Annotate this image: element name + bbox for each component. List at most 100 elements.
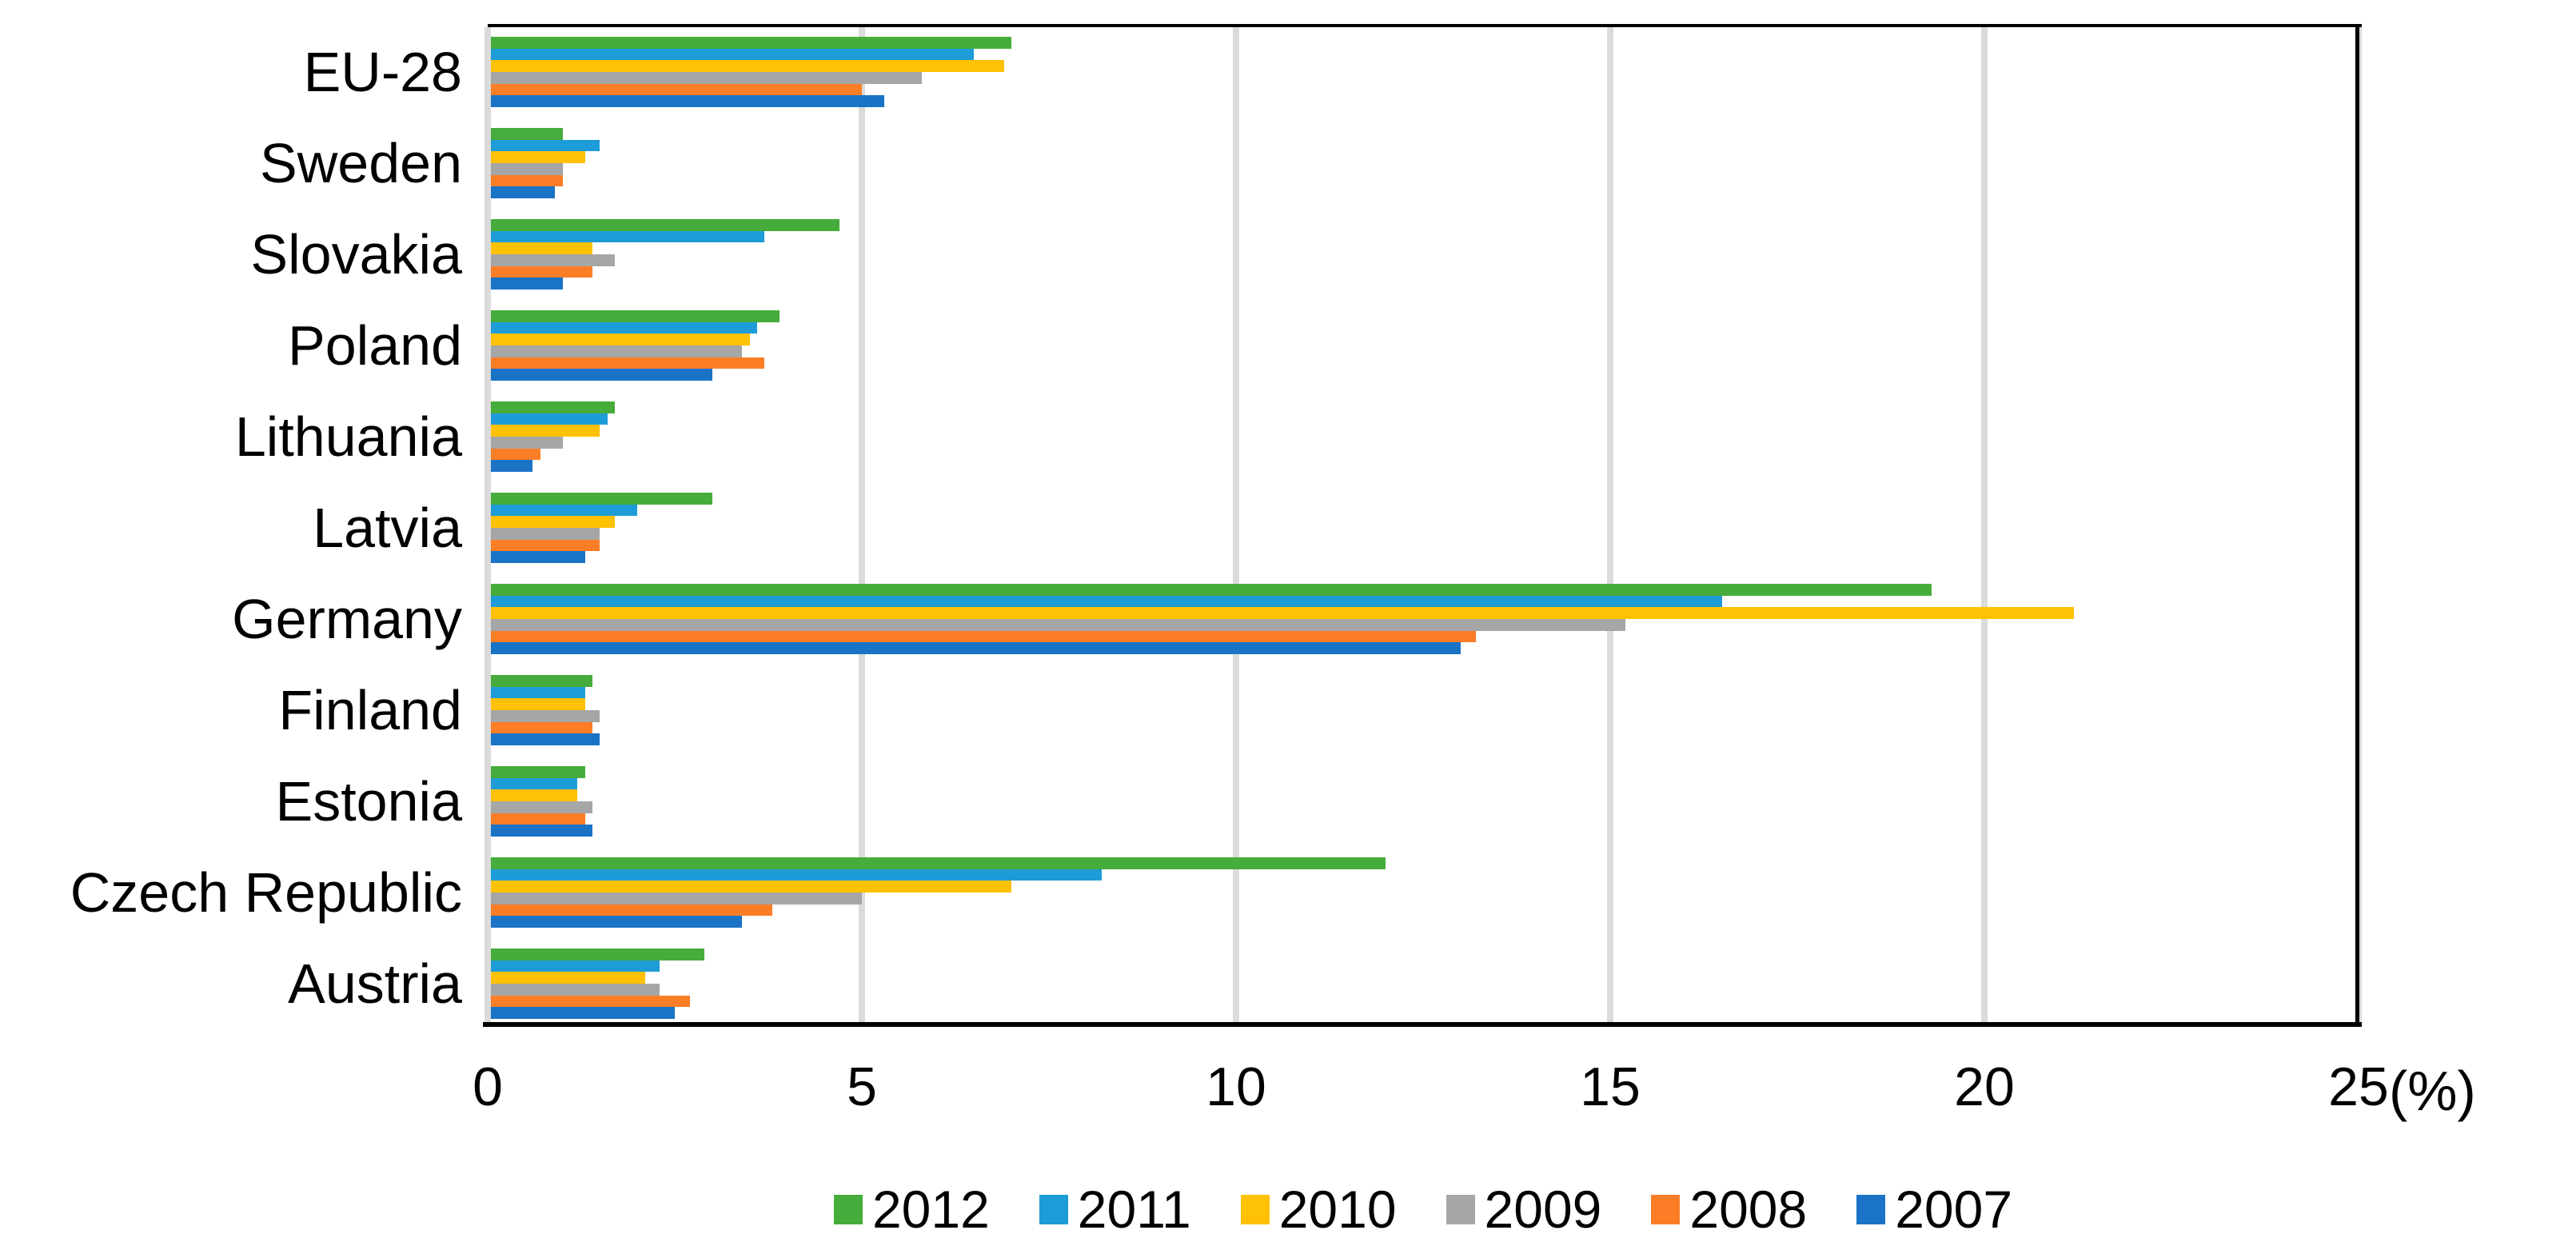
bar-estonia-2008	[491, 813, 585, 825]
bar-estonia-2010	[491, 789, 578, 802]
legend-item-2007: 2007	[1856, 1179, 2012, 1240]
bar-slovakia-2010	[491, 242, 593, 255]
legend-label-2010: 2010	[1278, 1180, 1397, 1239]
bar-slovakia-2008	[491, 266, 593, 278]
bar-eu-28-2007	[491, 95, 885, 108]
bar-czech-republic-2008	[491, 904, 772, 917]
x-tick-label-15: 15	[1580, 1056, 1641, 1117]
bar-eu-28-2012	[491, 37, 1012, 49]
x-axis-line	[483, 1022, 2362, 1027]
x-tick-label-0: 0	[473, 1056, 503, 1117]
bar-germany-2008	[491, 630, 1476, 643]
category-label-eu-28: EU-28	[303, 41, 462, 103]
bar-finland-2010	[491, 698, 585, 711]
bar-sweden-2007	[491, 186, 556, 199]
bar-lithuania-2010	[491, 425, 600, 437]
category-label-czech-republic: Czech Republic	[70, 861, 462, 924]
bar-estonia-2007	[491, 825, 593, 837]
x-tick-label-5: 5	[847, 1056, 877, 1117]
category-label-poland: Poland	[288, 314, 462, 377]
bar-czech-republic-2009	[491, 893, 862, 905]
bar-estonia-2011	[491, 777, 578, 790]
legend-swatch-2007	[1856, 1194, 1886, 1224]
legend-item-2009: 2009	[1446, 1179, 1602, 1240]
bar-austria-2012	[491, 948, 705, 960]
legend-label-2007: 2007	[1895, 1180, 2013, 1239]
bar-slovakia-2007	[491, 278, 563, 290]
plot-right-border	[2355, 27, 2359, 1024]
bar-czech-republic-2012	[491, 857, 1386, 869]
bar-austria-2007	[491, 1007, 675, 1020]
bar-slovakia-2012	[491, 219, 839, 231]
bar-sweden-2010	[491, 151, 585, 164]
legend: 2012 2011 2010 2009 2008 2007	[488, 1179, 2359, 1240]
bar-finland-2012	[491, 675, 593, 687]
bar-lithuania-2008	[491, 448, 540, 461]
bar-germany-2009	[491, 619, 1625, 631]
category-label-lithuania: Lithuania	[234, 405, 462, 468]
bar-eu-28-2008	[491, 83, 862, 96]
bar-finland-2008	[491, 721, 593, 734]
category-label-finland: Finland	[278, 679, 462, 741]
category-label-sweden: Sweden	[260, 132, 462, 194]
bar-estonia-2012	[491, 766, 585, 778]
bar-poland-2012	[491, 310, 780, 322]
bar-poland-2007	[491, 369, 712, 381]
bar-latvia-2009	[491, 528, 600, 540]
bar-germany-2007	[491, 642, 1461, 655]
bar-czech-republic-2007	[491, 916, 743, 929]
legend-swatch-2012	[833, 1194, 863, 1224]
legend-item-2012: 2012	[833, 1179, 990, 1240]
legend-swatch-2009	[1446, 1194, 1475, 1224]
bar-finland-2007	[491, 733, 600, 746]
legend-swatch-2010	[1240, 1194, 1270, 1224]
grid-line-5	[859, 27, 865, 1024]
bar-lithuania-2012	[491, 401, 616, 413]
category-label-slovakia: Slovakia	[250, 223, 462, 286]
bar-austria-2009	[491, 984, 660, 996]
legend-label-2012: 2012	[871, 1180, 990, 1239]
bar-czech-republic-2010	[491, 881, 1012, 893]
bar-austria-2011	[491, 960, 660, 972]
category-label-germany: Germany	[232, 588, 462, 650]
bar-eu-28-2010	[491, 60, 1004, 73]
bar-czech-republic-2011	[491, 869, 1102, 881]
bar-eu-28-2009	[491, 72, 922, 84]
bar-latvia-2010	[491, 516, 616, 529]
grid-line-0	[484, 27, 491, 1024]
legend-label-2008: 2008	[1689, 1180, 1808, 1239]
bar-austria-2008	[491, 995, 690, 1008]
x-tick-label-25: 25	[2328, 1056, 2389, 1117]
x-tick-label-10: 10	[1206, 1056, 1266, 1117]
plot-top-border	[488, 24, 2362, 27]
bar-latvia-2008	[491, 539, 600, 552]
bar-sweden-2008	[491, 174, 563, 187]
category-label-austria: Austria	[288, 952, 462, 1015]
legend-item-2011: 2011	[1039, 1179, 1191, 1240]
legend-label-2011: 2011	[1077, 1180, 1191, 1239]
bar-finland-2011	[491, 686, 585, 699]
bar-austria-2010	[491, 972, 645, 984]
legend-label-2009: 2009	[1484, 1180, 1602, 1239]
grid-line-20	[1981, 27, 1988, 1024]
bar-lithuania-2009	[491, 437, 563, 449]
bar-germany-2011	[491, 595, 1723, 608]
bar-estonia-2009	[491, 801, 593, 813]
bar-latvia-2012	[491, 493, 712, 505]
bar-poland-2009	[491, 345, 743, 357]
bar-slovakia-2011	[491, 230, 765, 243]
bar-sweden-2012	[491, 128, 563, 140]
bar-poland-2010	[491, 333, 750, 346]
legend-item-2010: 2010	[1240, 1179, 1397, 1240]
bar-lithuania-2011	[491, 413, 608, 425]
grid-line-10	[1233, 27, 1239, 1024]
bar-germany-2012	[491, 584, 1932, 596]
grid-line-15	[1607, 27, 1613, 1024]
bar-germany-2010	[491, 607, 2075, 620]
bar-lithuania-2007	[491, 460, 533, 473]
x-tick-label-20: 20	[1954, 1056, 2015, 1117]
bar-latvia-2007	[491, 551, 585, 564]
legend-swatch-2008	[1651, 1194, 1681, 1224]
category-label-estonia: Estonia	[275, 770, 462, 833]
